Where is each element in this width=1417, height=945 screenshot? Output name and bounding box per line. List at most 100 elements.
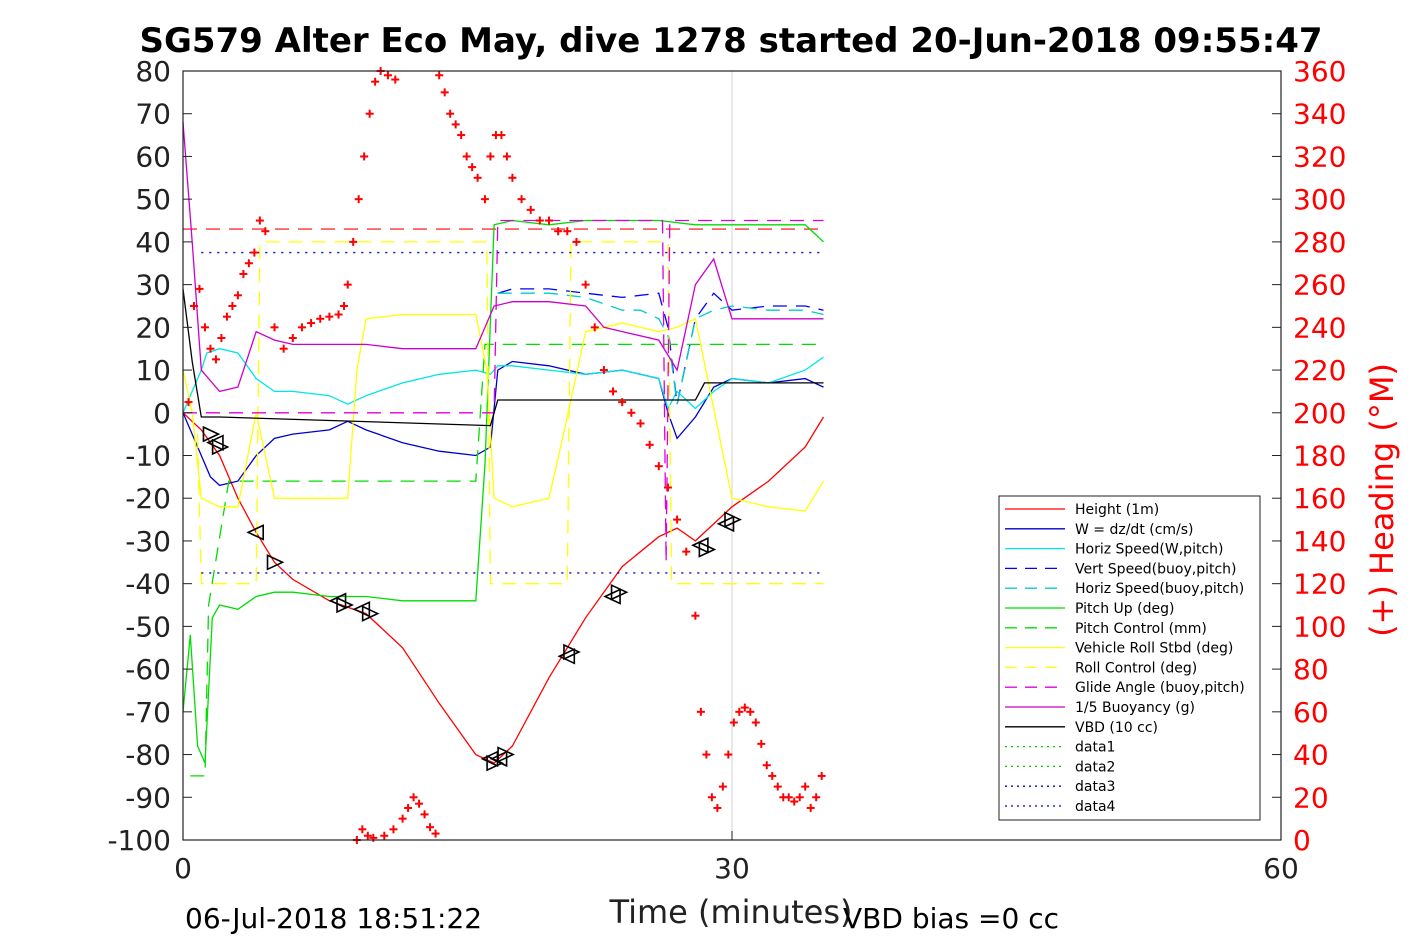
heading-point	[535, 216, 544, 225]
heading-point	[244, 259, 253, 268]
legend-entry: Glide Angle (buoy,pitch)	[1075, 680, 1245, 696]
y-tick-label: -20	[125, 482, 171, 515]
legend: Height (1m) W = dz/dt (cm/s) Horiz Speed(W…	[998, 495, 1261, 821]
x-tick-label: 60	[1263, 852, 1299, 885]
heading-point	[431, 829, 440, 838]
heading-point	[189, 301, 198, 310]
y-tick-label: 80	[135, 55, 171, 88]
heading-point	[762, 761, 771, 770]
legend-entry: Horiz Speed(W,pitch)	[1075, 542, 1223, 558]
heading-point	[239, 269, 248, 278]
heading-point	[645, 440, 654, 449]
y-tick-label: 70	[135, 98, 171, 131]
y-tick-label: 20	[135, 311, 171, 344]
series-line-pitch-control-mm-	[190, 343, 824, 777]
track-marker	[497, 746, 515, 763]
track-marker	[246, 524, 265, 541]
heading-point	[508, 173, 517, 182]
legend-entry: Horiz Speed(buoy,pitch)	[1075, 581, 1244, 597]
heading-point	[718, 782, 727, 791]
heading-point	[391, 75, 400, 84]
heading-point	[618, 398, 627, 407]
track-marker	[361, 605, 380, 622]
heading-point	[473, 173, 482, 182]
heading-point	[707, 793, 716, 802]
heading-point	[389, 825, 398, 834]
y2-tick-label: 160	[1293, 482, 1346, 515]
heading-point	[365, 109, 374, 118]
y-tick-label: -60	[125, 653, 171, 686]
heading-point	[663, 483, 672, 492]
heading-point	[682, 547, 691, 556]
heading-point	[480, 195, 489, 204]
heading-point	[211, 355, 220, 364]
y-tick-label: 60	[135, 140, 171, 173]
chart-title: SG579 Alter Eco May, dive 1278 started 2…	[139, 21, 1322, 61]
y2-tick-label: 240	[1293, 311, 1346, 344]
heading-point	[751, 718, 760, 727]
y2-tick-label: 280	[1293, 226, 1346, 259]
heading-point	[380, 831, 389, 840]
heading-point	[713, 803, 722, 812]
y-tick-label: 0	[153, 397, 171, 430]
track-marker	[557, 648, 576, 665]
heading-point	[343, 280, 352, 289]
heading-point	[812, 793, 821, 802]
heading-point	[817, 771, 826, 780]
heading-point	[636, 419, 645, 428]
series-line-vehicle-roll-stbd-deg-	[182, 313, 825, 512]
heading-point	[724, 750, 733, 759]
y2-tick-label: 340	[1293, 98, 1346, 131]
y-tick-label: -70	[125, 696, 171, 729]
y2-tick-label: 120	[1293, 568, 1346, 601]
y2-tick-label: 60	[1293, 696, 1329, 729]
track-marker	[603, 588, 621, 605]
plot-area: -100-90-80-70-60-50-40-30-20-10010203040…	[107, 55, 1346, 885]
track-marker	[206, 434, 224, 451]
y-tick-label: 10	[135, 354, 171, 387]
heading-point	[729, 718, 738, 727]
y2-tick-label: 20	[1293, 781, 1329, 814]
x-axis-label: Time (minutes)	[609, 893, 853, 931]
heading-point	[334, 310, 343, 319]
series-line-horiz-speed-buoy-pitch-	[497, 292, 824, 405]
legend-entry: Pitch Control (mm)	[1075, 621, 1207, 637]
heading-point	[746, 707, 755, 716]
track-marker	[489, 750, 508, 768]
heading-point	[517, 195, 526, 204]
track-marker	[266, 554, 285, 571]
y2-tick-label: 320	[1293, 140, 1346, 173]
track-marker	[328, 592, 347, 610]
heading-point	[590, 323, 599, 332]
track-marker	[336, 596, 354, 614]
y-tick-label: -100	[107, 824, 171, 857]
heading-point	[526, 205, 535, 214]
heading-point	[486, 152, 495, 161]
legend-entry: Vert Speed(buoy,pitch)	[1075, 561, 1237, 577]
heading-point	[297, 323, 306, 332]
y2-tick-label: 80	[1293, 653, 1329, 686]
y2-axis-label: (+) Heading (°M)	[1363, 363, 1401, 637]
y2-tick-label: 360	[1293, 55, 1346, 88]
y2-tick-label: 100	[1293, 610, 1346, 643]
heading-point	[228, 301, 237, 310]
heading-point	[462, 152, 471, 161]
heading-point	[288, 334, 297, 343]
series-line-vbd-10-cc-	[182, 288, 824, 427]
heading-point	[545, 216, 553, 225]
heading-point	[217, 334, 226, 343]
track-marker	[698, 541, 717, 558]
heading-point	[250, 248, 259, 257]
heading-point	[184, 398, 193, 407]
heading-point	[409, 793, 418, 802]
heading-point	[307, 319, 316, 328]
y-tick-label: -80	[125, 739, 171, 772]
heading-point	[757, 739, 766, 748]
series-line-1-5-buoyancy-g-	[182, 122, 824, 393]
heading-point	[371, 77, 380, 86]
heading-point	[773, 782, 782, 791]
heading-point	[354, 195, 363, 204]
heading-point	[440, 88, 449, 97]
legend-entry: Roll Control (deg)	[1075, 660, 1197, 676]
